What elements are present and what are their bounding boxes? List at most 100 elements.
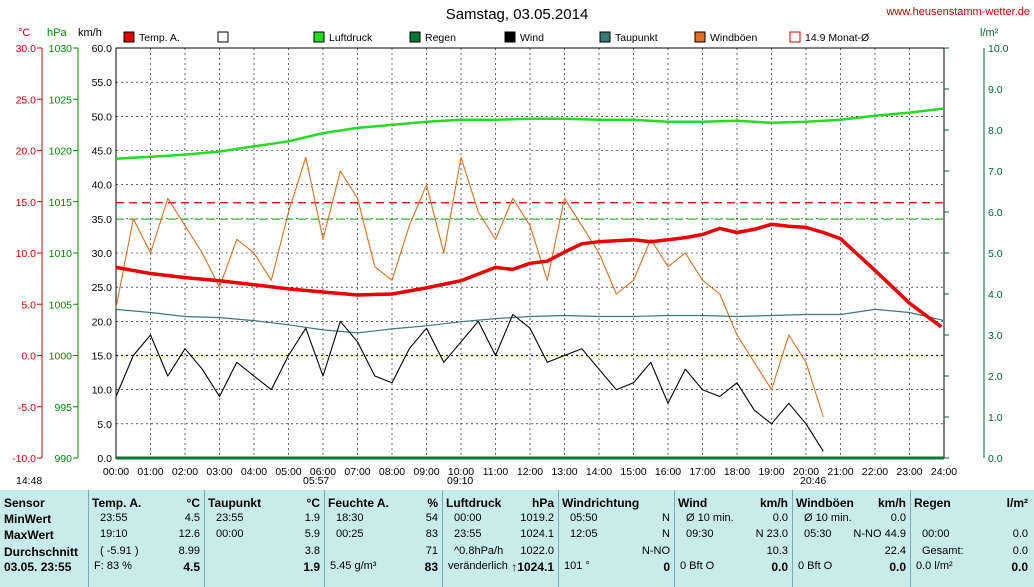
- chart-title: Samstag, 03.05.2014: [445, 6, 589, 23]
- temp-tick-label: -10.0: [12, 453, 36, 465]
- temp-tick-label: 0.0: [21, 351, 36, 363]
- table-cell-value: 1.9: [304, 512, 320, 524]
- rain-tick-label: 6.0: [988, 207, 1003, 219]
- table-cell-time: Ø 10 min.: [686, 512, 734, 524]
- rain-tick-label: 7.0: [988, 166, 1003, 178]
- table-cell-time: 23:55: [216, 512, 244, 524]
- pressure-tick-label: 1015: [49, 197, 73, 209]
- table-header: Regen: [914, 496, 951, 510]
- temp-tick-label: 5.0: [21, 299, 36, 311]
- table-footer-note: veränderlich: [448, 560, 508, 572]
- table-cell-time: 05:50: [570, 512, 598, 524]
- table-column-divider: [792, 490, 793, 587]
- table-footer-note: 0.0 l/m²: [916, 560, 953, 572]
- table-header: Windböen: [796, 496, 854, 510]
- wind-tick-label: 5.0: [97, 419, 112, 431]
- pressure-tick-label: 995: [54, 402, 72, 414]
- table-column-divider: [674, 490, 675, 587]
- table-column-divider: [204, 490, 205, 587]
- wind-tick-label: 50.0: [92, 111, 113, 123]
- table-footer-note: 101 °: [564, 560, 590, 572]
- table-header-unit: km/h: [877, 496, 906, 510]
- table-cell-value: 0.0: [1012, 545, 1028, 557]
- legend-swatch: [409, 31, 421, 43]
- x-tick-label: 05:00: [275, 466, 301, 478]
- wind-tick-label: 15.0: [92, 351, 113, 363]
- table-cell-time: 23:55: [454, 528, 482, 540]
- x-tick-label: 21:00: [827, 466, 853, 478]
- x-tick-label: 18:00: [724, 466, 750, 478]
- table-cell-value: 22.4: [884, 545, 906, 557]
- wind-tick-label: 30.0: [92, 248, 113, 260]
- pressure-tick-label: 1010: [49, 248, 73, 260]
- wind-tick-label: 0.0: [97, 453, 112, 465]
- table-cell-time: 00:00: [454, 512, 482, 524]
- time-marker-label: 09:10: [447, 475, 473, 487]
- pressure-tick-label: 1005: [49, 299, 73, 311]
- table-column-divider: [324, 490, 325, 587]
- table-cell-value: 54: [425, 512, 438, 524]
- table-header-unit: %: [427, 496, 438, 510]
- table-cell-time: 05:30: [804, 528, 832, 540]
- table-cell-value: 83: [425, 528, 438, 540]
- x-tick-label: 17:00: [689, 466, 715, 478]
- x-tick-label: 24:00: [931, 466, 957, 478]
- time-marker-label: 14:48: [16, 475, 42, 487]
- legend-swatch: [599, 31, 611, 43]
- legend-label: Taupunkt: [615, 32, 658, 44]
- pressure-tick-label: 1000: [49, 351, 73, 363]
- rain-tick-label: 3.0: [988, 330, 1003, 342]
- time-marker-label: 20:46: [800, 475, 826, 487]
- x-tick-label: 06:00: [310, 466, 336, 478]
- table-footer-value: 0.0: [889, 560, 906, 574]
- table-cell-value: 4.5: [184, 512, 200, 524]
- x-tick-label: 01:00: [137, 466, 163, 478]
- table-cell-value: 0.0: [1012, 528, 1028, 540]
- table-cell-time: 19:10: [100, 528, 128, 540]
- wind-tick-label: 45.0: [92, 146, 113, 158]
- rain-tick-label: 10.0: [988, 43, 1009, 55]
- table-cell-value: 1019.2: [520, 512, 554, 524]
- table-cell-time: 00:00: [922, 528, 950, 540]
- table-cell-time: 23:55: [100, 512, 128, 524]
- table-row-label: MinWert: [4, 512, 52, 526]
- table-cell-value: 0.0: [890, 512, 906, 524]
- x-tick-label: 10:00: [448, 466, 474, 478]
- table-cell-value: N: [662, 512, 670, 524]
- table-cell-time: 09:30: [686, 528, 714, 540]
- legend-label: 14.9 Monat-Ø: [805, 32, 869, 44]
- table-header: Windrichtung: [562, 496, 640, 510]
- table-header-unit: °C: [306, 496, 320, 510]
- table-header: Wind: [678, 496, 708, 510]
- pressure-tick-label: 1025: [49, 94, 73, 106]
- legend-label: Regen: [425, 32, 456, 44]
- table-column-divider: [442, 490, 443, 587]
- rain-tick-label: 4.0: [988, 289, 1003, 301]
- table-column-divider: [558, 490, 559, 587]
- time-marker-label: 05:57: [303, 475, 329, 487]
- rain-axis-unit: l/m²: [980, 27, 999, 39]
- x-tick-label: 03:00: [206, 466, 232, 478]
- x-tick-label: 02:00: [172, 466, 198, 478]
- legend-swatch: [504, 31, 516, 43]
- table-column-divider: [910, 490, 911, 587]
- table-footer-value: 1.9: [303, 560, 320, 574]
- table-footer-value: ↑1024.1: [511, 560, 554, 574]
- series-line-temp-a-: [115, 222, 943, 329]
- table-header: Sensor: [4, 496, 45, 510]
- rain-tick-label: 0.0: [988, 453, 1003, 465]
- x-tick-label: 11:00: [483, 466, 509, 478]
- temp-tick-label: -5.0: [18, 402, 36, 414]
- table-header-unit: l/m²: [1006, 496, 1028, 510]
- legend-swatch: [217, 31, 229, 43]
- wind-tick-label: 35.0: [92, 214, 113, 226]
- legend-label: Temp. A.: [139, 32, 180, 44]
- pressure-tick-label: 1020: [49, 146, 73, 158]
- legend-label: Windböen: [710, 32, 757, 44]
- table-cell-value: 1024.1: [520, 528, 554, 540]
- summary-table: Sensor MinWert MaxWert Durchschnitt 03.05. 2…: [0, 490, 1034, 587]
- site-link[interactable]: www.heusenstamm-wetter.de: [886, 6, 1030, 18]
- table-header: Feuchte A.: [328, 496, 389, 510]
- rain-tick-label: 5.0: [988, 248, 1003, 260]
- table-cell-value: N-NO: [641, 545, 670, 557]
